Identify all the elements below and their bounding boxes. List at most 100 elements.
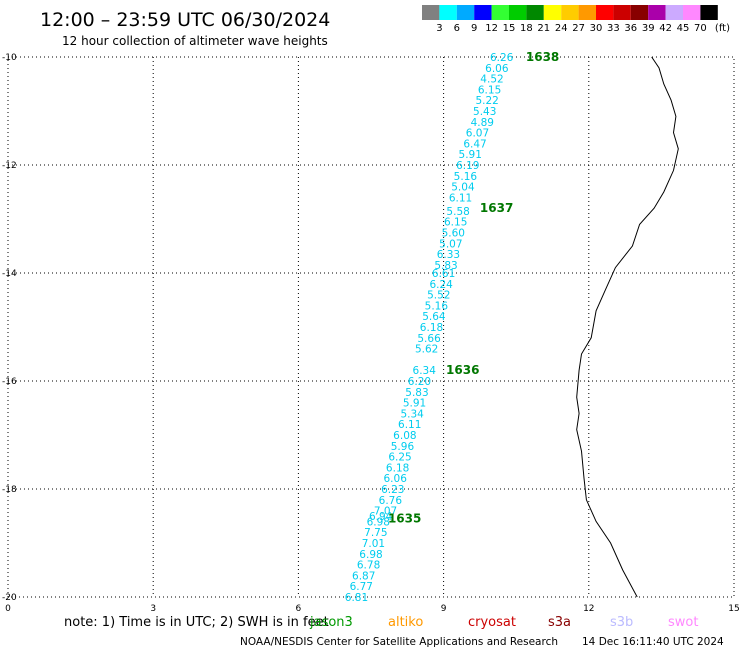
legend-swatch [665, 5, 683, 20]
legend-swatch [509, 5, 527, 20]
source-s3b: s3b [610, 615, 633, 630]
wave-height-point: 6.33 [437, 249, 460, 261]
wave-height-point: 5.34 [400, 408, 424, 420]
wave-height-point: 5.62 [415, 344, 438, 356]
color-legend: 3 6 9 12 15 18 21 24 27 30 33 36 39 42 45 70 (ft) [422, 5, 730, 34]
legend-swatch [561, 5, 579, 20]
legend-swatch [491, 5, 509, 20]
wave-height-point: 6.18 [420, 322, 443, 334]
legend-label: 33 [607, 23, 620, 34]
legend-label: 15 [503, 23, 516, 34]
page-title: 12:00 – 23:59 UTC 06/30/2024 [40, 9, 330, 31]
wave-height-point: 6.98 [367, 516, 390, 528]
wave-height-point: 6.76 [379, 495, 403, 507]
wave-height-point: 6.15 [478, 84, 501, 96]
wave-height-point: 7.01 [362, 538, 385, 550]
y-tick-label: -10 [2, 53, 17, 63]
wave-height-point: 6.23 [381, 484, 404, 496]
page-subtitle: 12 hour collection of altimeter wave hei… [62, 34, 328, 48]
wave-height-point: 6.18 [386, 462, 409, 474]
wave-height-point: 5.83 [434, 260, 457, 272]
legend-swatch [439, 5, 457, 20]
wave-height-point: 5.83 [405, 387, 428, 399]
wave-height-point: 6.77 [350, 581, 373, 593]
wave-height-point: 6.08 [393, 430, 416, 442]
wave-height-point: 6.26 [490, 52, 514, 64]
footer-note: note: 1) Time is in UTC; 2) SWH is in fe… [64, 615, 329, 630]
wave-height-point: 6.06 [485, 63, 509, 75]
footer-timestamp: 14 Dec 16:11:40 UTC 2024 [582, 636, 724, 648]
legend-label: 45 [677, 23, 690, 34]
legend-swatch [578, 5, 596, 20]
wave-height-point: 6.11 [449, 192, 472, 204]
source-swot: swot [668, 615, 698, 630]
footer: note: 1) Time is in UTC; 2) SWH is in fe… [64, 615, 724, 648]
wave-height-point: 6.15 [444, 217, 467, 229]
x-tick-label: 15 [728, 604, 739, 614]
legend-label: 21 [537, 23, 550, 34]
wave-height-point: 4.52 [480, 74, 503, 86]
x-tick-label: 3 [150, 604, 156, 614]
legend-label: 12 [485, 23, 498, 34]
legend-swatch [422, 5, 440, 20]
legend-label: 3 [436, 23, 442, 34]
legend-swatch [648, 5, 666, 20]
y-tick-label: -20 [2, 593, 17, 603]
wave-height-point: 6.94 [369, 511, 393, 523]
wave-height-point: 7.07 [374, 506, 397, 518]
legend-label: 30 [590, 23, 603, 34]
wave-height-point: 5.66 [417, 333, 441, 345]
source-altiko: altiko [388, 615, 423, 630]
wave-height-point: 6.87 [352, 570, 375, 582]
wave-height-point: 5.64 [422, 311, 446, 323]
legend-swatch [474, 5, 492, 20]
y-tick-label: -18 [2, 485, 17, 495]
wave-height-point: 6.11 [398, 419, 421, 431]
wave-height-point: 6.34 [413, 365, 437, 377]
legend-label: 42 [659, 23, 672, 34]
wave-height-point: 6.98 [359, 549, 382, 561]
pass-id-label: 1637 [480, 201, 513, 215]
wave-height-point: 6.81 [345, 592, 368, 604]
legend-swatch [543, 5, 562, 20]
wave-height-point: 5.07 [439, 238, 462, 250]
wave-height-point: 7.75 [364, 527, 387, 539]
wave-height-point: 5.91 [403, 398, 426, 410]
wave-height-point: 6.78 [357, 560, 380, 572]
map-panel: 0 3 6 9 12 15-10-12-14-16-18-20 6.266.064.526… [2, 50, 740, 614]
wave-height-point: 4.89 [471, 117, 494, 129]
axis-ticks: 0 3 6 9 12 15 -10 -12 -14 -16 -18 -20 [2, 53, 740, 614]
legend-swatch [683, 5, 701, 20]
coastline [576, 56, 679, 598]
map-frame [7, 56, 735, 598]
y-tick-label: -16 [2, 377, 17, 387]
wave-height-point: 5.43 [473, 106, 496, 118]
source-legend: jason3 altiko cryosat s3a s3b swot [309, 615, 698, 630]
wave-height-point: 5.60 [442, 228, 465, 240]
wave-height-point: 6.25 [388, 452, 411, 464]
wave-height-point: 6.61 [432, 268, 455, 280]
legend-swatch [596, 5, 614, 20]
x-tick-label: 0 [5, 604, 11, 614]
y-tick-label: -14 [2, 269, 17, 279]
wave-height-point: 6.07 [466, 128, 489, 140]
wave-height-point: 5.96 [391, 441, 415, 453]
wave-height-point: 5.22 [475, 95, 498, 107]
pass-id-label: 1636 [446, 363, 479, 377]
wave-height-point: 5.91 [459, 149, 482, 161]
legend-label: 39 [642, 23, 655, 34]
legend-label: 27 [572, 23, 585, 34]
legend-label: 36 [624, 23, 637, 34]
wave-height-point: 6.19 [456, 160, 479, 172]
coastline-path [576, 56, 679, 598]
source-cryosat: cryosat [468, 615, 516, 630]
legend-label: 9 [471, 23, 477, 34]
legend-swatch [613, 5, 631, 20]
source-jason3: jason3 [309, 615, 353, 630]
legend-swatch [526, 5, 544, 20]
wave-height-point: 6.20 [408, 376, 431, 388]
wave-height-point: 5.04 [451, 182, 475, 194]
x-tick-label: 9 [441, 604, 447, 614]
pass-id-label: 1638 [526, 50, 559, 64]
